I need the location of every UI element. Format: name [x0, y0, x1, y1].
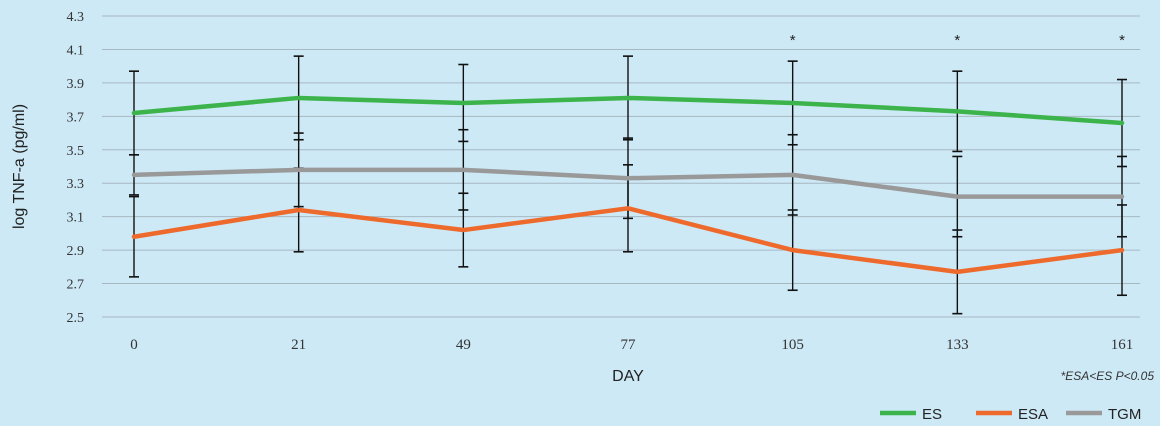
x-axis-label: DAY: [612, 368, 644, 385]
x-tick-label: 0: [130, 337, 138, 353]
y-tick-label: 4.1: [67, 43, 85, 58]
x-tick-label: 49: [456, 337, 471, 353]
y-tick-label: 3.7: [67, 110, 85, 125]
x-tick-label: 105: [781, 337, 804, 353]
series-line-tgm: [131, 167, 1125, 199]
significance-star: *: [790, 32, 796, 49]
y-tick-label: 3.1: [67, 211, 85, 226]
gridlines: [102, 15, 1140, 318]
series-line-es: [131, 95, 1125, 126]
legend-label-esa: ESA: [1018, 406, 1048, 423]
y-tick-label: 2.9: [67, 244, 85, 259]
x-tick-label: 161: [1111, 337, 1134, 353]
y-tick-label: 3.3: [67, 177, 85, 192]
y-tick-label: 4.3: [67, 10, 85, 25]
x-tick-labels: 0 21 49 77 105 133 161: [130, 337, 1133, 353]
y-tick-label: 2.5: [67, 311, 85, 326]
y-tick-labels: 2.5 2.7 2.9 3.1 3.3 3.5 3.7 3.9 4.1 4.3: [67, 10, 85, 326]
error-bars: [129, 55, 1127, 315]
y-tick-label: 2.7: [67, 278, 85, 293]
significance-star: *: [954, 32, 960, 49]
series-lines: [131, 95, 1125, 275]
legend-label-es: ES: [922, 406, 942, 423]
legend: ES ESA TGM: [880, 406, 1141, 423]
y-axis-label: log TNF-a (pg/ml): [11, 104, 28, 229]
y-tick-label: 3.9: [67, 77, 85, 92]
significance-note: *ESA<ES P<0.05: [1061, 369, 1155, 383]
significance-marks: * * *: [790, 32, 1125, 49]
x-tick-label: 21: [291, 337, 306, 353]
legend-label-tgm: TGM: [1108, 406, 1141, 423]
significance-star: *: [1119, 32, 1125, 49]
series-line-esa: [131, 206, 1125, 275]
y-tick-label: 3.5: [67, 144, 85, 159]
x-tick-label: 77: [621, 337, 637, 353]
x-tick-label: 133: [946, 337, 969, 353]
